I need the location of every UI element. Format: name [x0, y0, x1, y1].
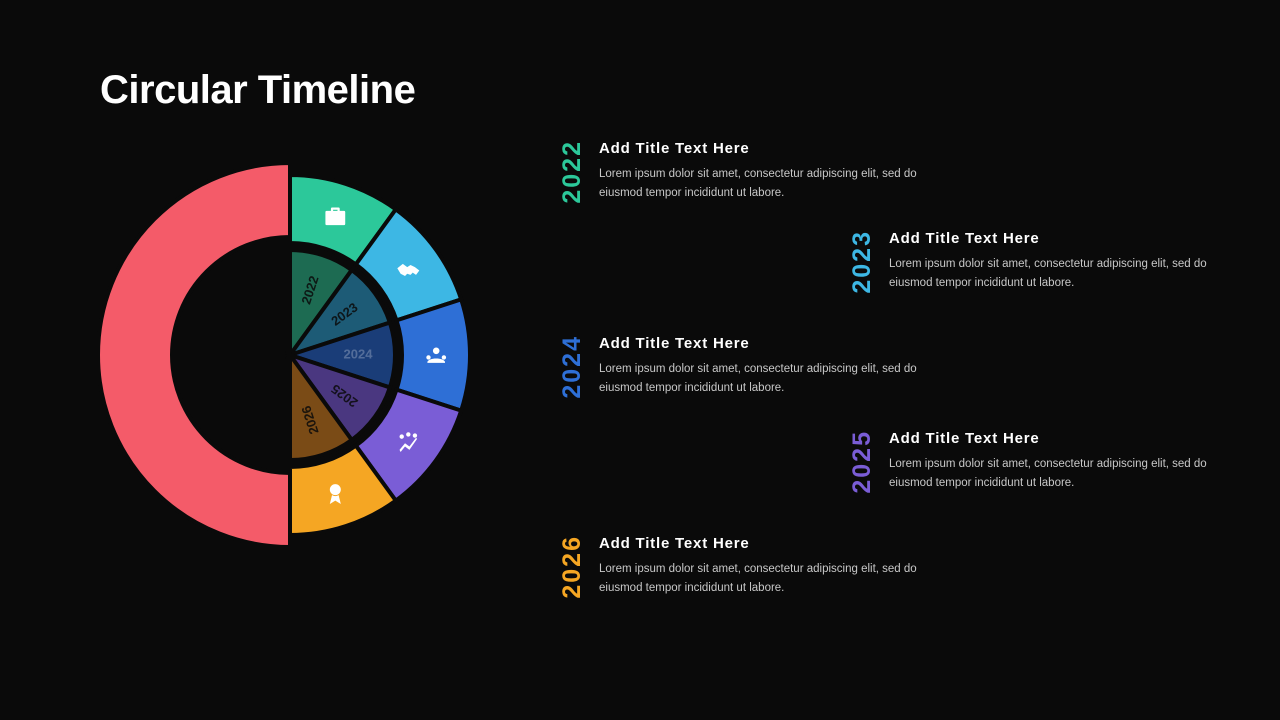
entry-year: 2026 [560, 535, 585, 601]
entry-desc: Lorem ipsum dolor sit amet, consectetur … [889, 255, 1210, 293]
entry-title: Add Title Text Here [889, 430, 1210, 447]
entry-desc: Lorem ipsum dolor sit amet, consectetur … [599, 560, 920, 598]
entry-title: Add Title Text Here [599, 535, 920, 552]
entry-desc: Lorem ipsum dolor sit amet, consectetur … [889, 455, 1210, 493]
timeline-entry: 2023 Add Title Text Here Lorem ipsum dolor… [850, 230, 1210, 296]
timeline-entry: 2025 Add Title Text Here Lorem ipsum dolor… [850, 430, 1210, 496]
entry-desc: Lorem ipsum dolor sit amet, consectetur … [599, 165, 920, 203]
circular-timeline-chart: 20222023202420252026 [90, 155, 490, 555]
timeline-entry: 2022 Add Title Text Here Lorem ipsum dolor… [560, 140, 920, 206]
entry-year: 2024 [560, 335, 585, 401]
timeline-entry: 2024 Add Title Text Here Lorem ipsum dolor… [560, 335, 920, 401]
entry-title: Add Title Text Here [599, 140, 920, 157]
entry-year: 2025 [850, 430, 875, 496]
entry-year: 2022 [560, 140, 585, 206]
timeline-entry: 2026 Add Title Text Here Lorem ipsum dolor… [560, 535, 920, 601]
left-half-ring [98, 163, 290, 547]
page-title: Circular Timeline [100, 68, 415, 113]
entry-title: Add Title Text Here [599, 335, 920, 352]
segment-year: 2024 [344, 346, 374, 361]
entry-title: Add Title Text Here [889, 230, 1210, 247]
entry-year: 2023 [850, 230, 875, 296]
entry-desc: Lorem ipsum dolor sit amet, consectetur … [599, 360, 920, 398]
